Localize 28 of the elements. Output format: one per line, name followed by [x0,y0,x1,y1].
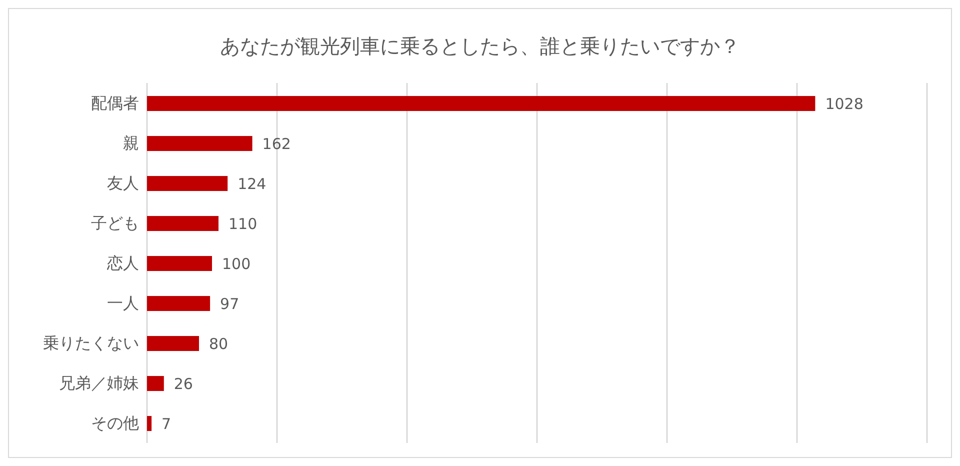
data-label: 110 [228,214,258,233]
y-tick-label: 配偶者 [91,94,139,113]
bar [147,136,252,151]
y-tick-label: 乗りたくない [43,334,139,353]
bar [147,416,152,431]
data-label: 100 [222,254,251,273]
bar [147,336,199,351]
bar [147,176,228,191]
data-label: 7 [162,414,172,433]
y-tick-label: 恋人 [106,254,139,273]
data-label: 26 [174,374,193,393]
chart-title: あなたが観光列車に乗るとしたら、誰と乗りたいですか？ [219,33,741,60]
data-label: 162 [262,134,291,153]
bar [147,96,816,111]
bar [147,256,212,271]
bar [147,376,164,391]
y-tick-label: その他 [91,414,139,433]
data-label: 97 [220,294,240,313]
y-tick-label: 親 [123,134,139,153]
y-tick-label: 友人 [107,174,139,193]
data-label: 1028 [825,94,864,113]
bar [147,296,210,311]
data-label: 124 [238,174,266,193]
y-tick-label: 子ども [91,214,139,233]
bar [147,216,218,231]
y-tick-label: 一人 [107,294,139,313]
y-tick-label: 兄弟／姉妹 [59,374,139,393]
data-label: 80 [209,334,228,353]
